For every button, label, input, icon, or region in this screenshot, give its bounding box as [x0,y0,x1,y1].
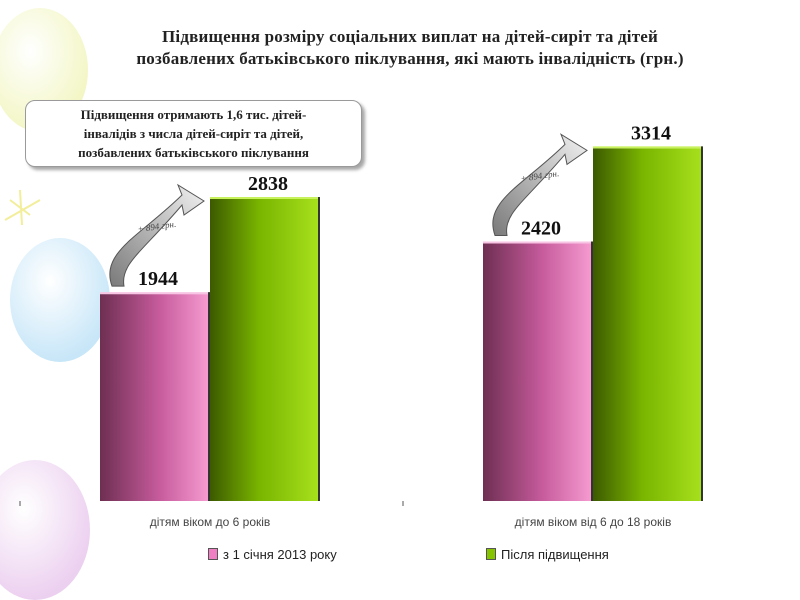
chart-title-line1: Підвищення розміру соціальних виплат на … [162,27,658,46]
category-label-2: дітям віком від 6 до 18 років [515,515,672,529]
bar-shadow-1-1 [208,292,210,501]
info-callout: Підвищення отримають 1,6 тис. дітей- інв… [25,100,362,167]
legend-swatch-series2 [486,548,496,560]
chart-title: Підвищення розміру соціальних виплат на … [60,26,760,70]
info-callout-line2: інвалідів з числа дітей-сиріт та дітей, [83,126,304,141]
bar-top-2-1 [210,197,318,200]
bar-1-1 [100,294,208,501]
legend-label-series1: з 1 січня 2013 року [223,547,337,562]
bar-top-1-1 [100,292,208,295]
data-label-2-2: 3314 [631,122,671,144]
bar-top-2-2 [593,146,701,149]
data-label-1-2: 2420 [521,217,561,239]
legend-swatch-series1 [208,548,218,560]
data-label-1-1: 1944 [138,268,178,290]
bar-shadow-2-1 [318,197,320,501]
bar-1-2 [483,243,591,501]
bar-shadow-1-2 [591,241,593,501]
bar-2-1 [210,199,318,501]
bar-shadow-2-2 [701,146,703,501]
legend-item-series2: Після підвищення [486,547,609,562]
increase-arrow-2 [492,133,588,236]
info-callout-line3: позбавлених батьківського піклування [78,145,309,160]
legend-item-series1: з 1 січня 2013 року [208,547,337,562]
data-label-2-1: 2838 [248,173,288,195]
chart-title-line2: позбавлених батьківського піклування, як… [136,49,684,68]
info-callout-line1: Підвищення отримають 1,6 тис. дітей- [80,107,307,122]
increase-arrow-1 [109,183,205,287]
category-label-1: дітям віком до 6 років [150,515,271,529]
bar-top-1-2 [483,241,591,244]
legend-label-series2: Після підвищення [501,547,609,562]
bar-2-2 [593,148,701,501]
